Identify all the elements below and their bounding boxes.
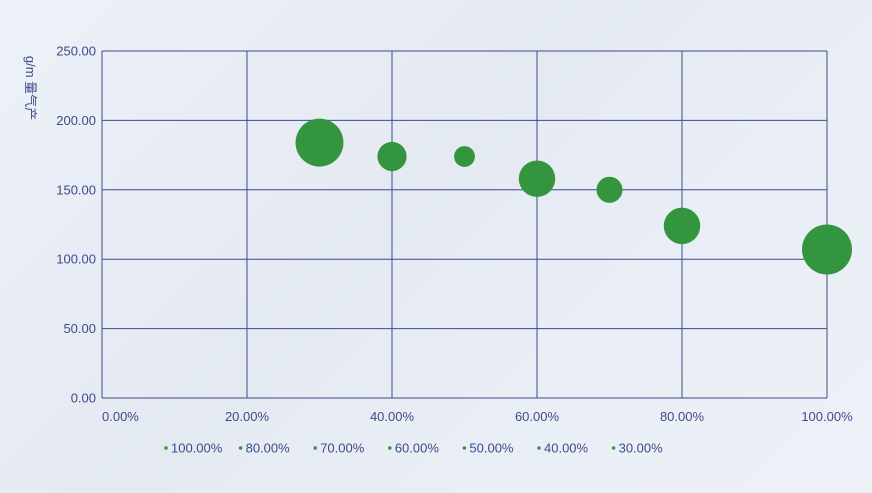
y-tick-label: 250.00 (56, 44, 96, 59)
bubble-point (596, 176, 623, 203)
bubble-series (295, 118, 852, 275)
y-tick-label: 0.00 (71, 391, 96, 406)
bubble-point (295, 118, 344, 167)
legend-label: 100.00% (171, 441, 223, 456)
x-tick-label: 0.00% (102, 409, 139, 424)
y-tick-label: 200.00 (56, 113, 96, 128)
legend-marker (313, 446, 318, 450)
x-tick-label: 20.00% (225, 409, 270, 424)
x-tick-labels: 0.00% 20.00% 40.00% 60.00% 80.00% 100.00% (102, 409, 853, 424)
bubble-point (802, 224, 852, 275)
legend: 100.00% 80.00% 70.00% 60.00% 50.00% 40.00% 30.… (164, 441, 663, 456)
legend-marker (238, 446, 243, 450)
grid-layer (101, 50, 828, 399)
x-tick-label: 40.00% (370, 409, 415, 424)
legend-label: 70.00% (320, 441, 365, 456)
legend-label: 40.00% (544, 441, 589, 456)
bubble-point (377, 141, 407, 172)
y-tick-label: 100.00 (56, 252, 96, 267)
y-tick-label: 150.00 (56, 182, 96, 197)
legend-marker (537, 446, 541, 450)
legend-marker (388, 446, 392, 450)
legend-label: 30.00% (619, 441, 664, 456)
y-axis-title: g/m 量气产 (23, 56, 38, 120)
x-tick-label: 80.00% (660, 409, 705, 424)
legend-label: 50.00% (469, 441, 514, 456)
legend-label: 80.00% (246, 441, 291, 456)
legend-marker (611, 446, 616, 450)
bubble-point (663, 207, 701, 245)
legend-marker (462, 446, 467, 450)
legend-label: 60.00% (395, 441, 440, 456)
y-tick-labels: 0.00 50.00 100.00 150.00 200.00 250.00 (56, 44, 96, 406)
y-tick-label: 50.00 (63, 321, 96, 336)
x-tick-label: 100.00% (801, 409, 853, 424)
legend-marker (164, 446, 168, 450)
x-tick-label: 60.00% (515, 409, 560, 424)
bubble-point (454, 146, 475, 167)
bubble-point (518, 160, 556, 197)
